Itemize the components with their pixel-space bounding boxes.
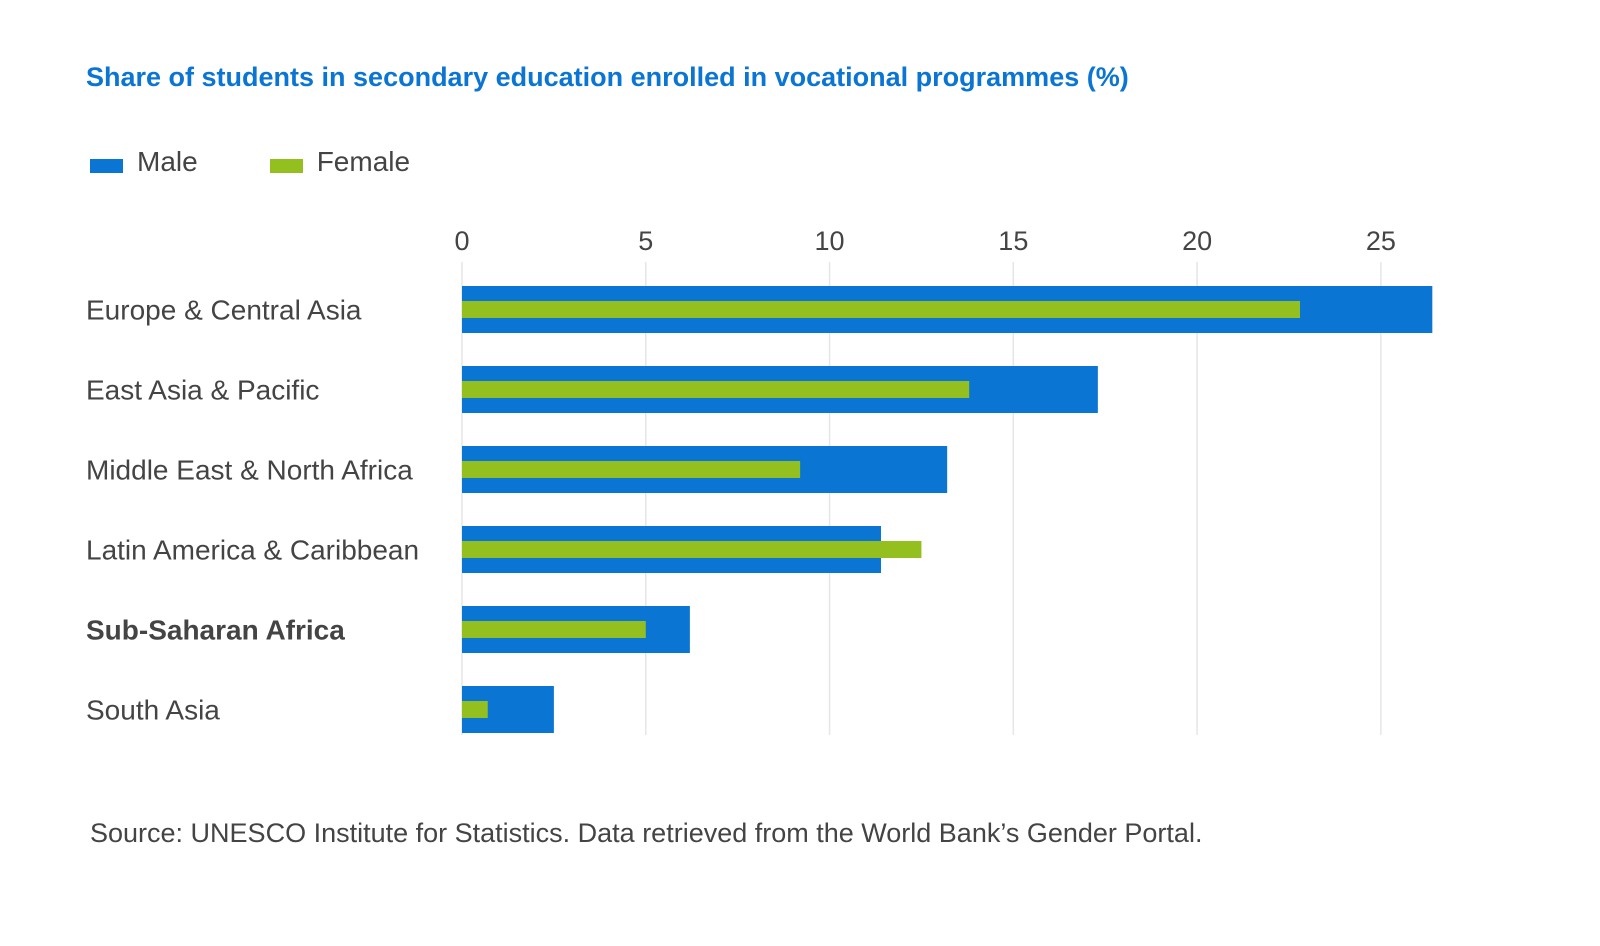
source-note: Source: UNESCO Institute for Statistics.… — [90, 818, 1203, 848]
y-category-label: South Asia — [86, 695, 220, 726]
x-tick-label: 15 — [998, 226, 1028, 256]
legend-item-male: Male — [90, 146, 198, 178]
x-tick-label: 0 — [454, 226, 469, 256]
chart-title: Share of students in secondary education… — [86, 62, 1129, 92]
bar-female — [462, 461, 801, 478]
y-category-label: East Asia & Pacific — [86, 375, 319, 406]
x-tick-label: 10 — [815, 226, 845, 256]
bar-female — [462, 621, 646, 638]
bar-female — [462, 381, 970, 398]
legend-label-male: Male — [137, 146, 198, 177]
x-tick-label: 5 — [638, 226, 653, 256]
legend-swatch-male — [90, 159, 123, 173]
legend-label-female: Female — [316, 146, 411, 177]
x-tick-label: 20 — [1182, 226, 1212, 256]
bar-female — [462, 701, 488, 718]
y-category-label: Sub-Saharan Africa — [86, 615, 345, 646]
legend-item-female: Female — [269, 146, 411, 178]
bar-female — [462, 301, 1301, 318]
y-category-label: Latin America & Caribbean — [86, 535, 419, 566]
x-tick-label: 25 — [1366, 226, 1396, 256]
bar-female — [462, 541, 922, 558]
legend: Male Female — [90, 146, 482, 178]
legend-swatch-female — [269, 159, 303, 173]
y-category-label: Middle East & North Africa — [86, 455, 413, 486]
y-category-label: Europe & Central Asia — [86, 295, 362, 326]
